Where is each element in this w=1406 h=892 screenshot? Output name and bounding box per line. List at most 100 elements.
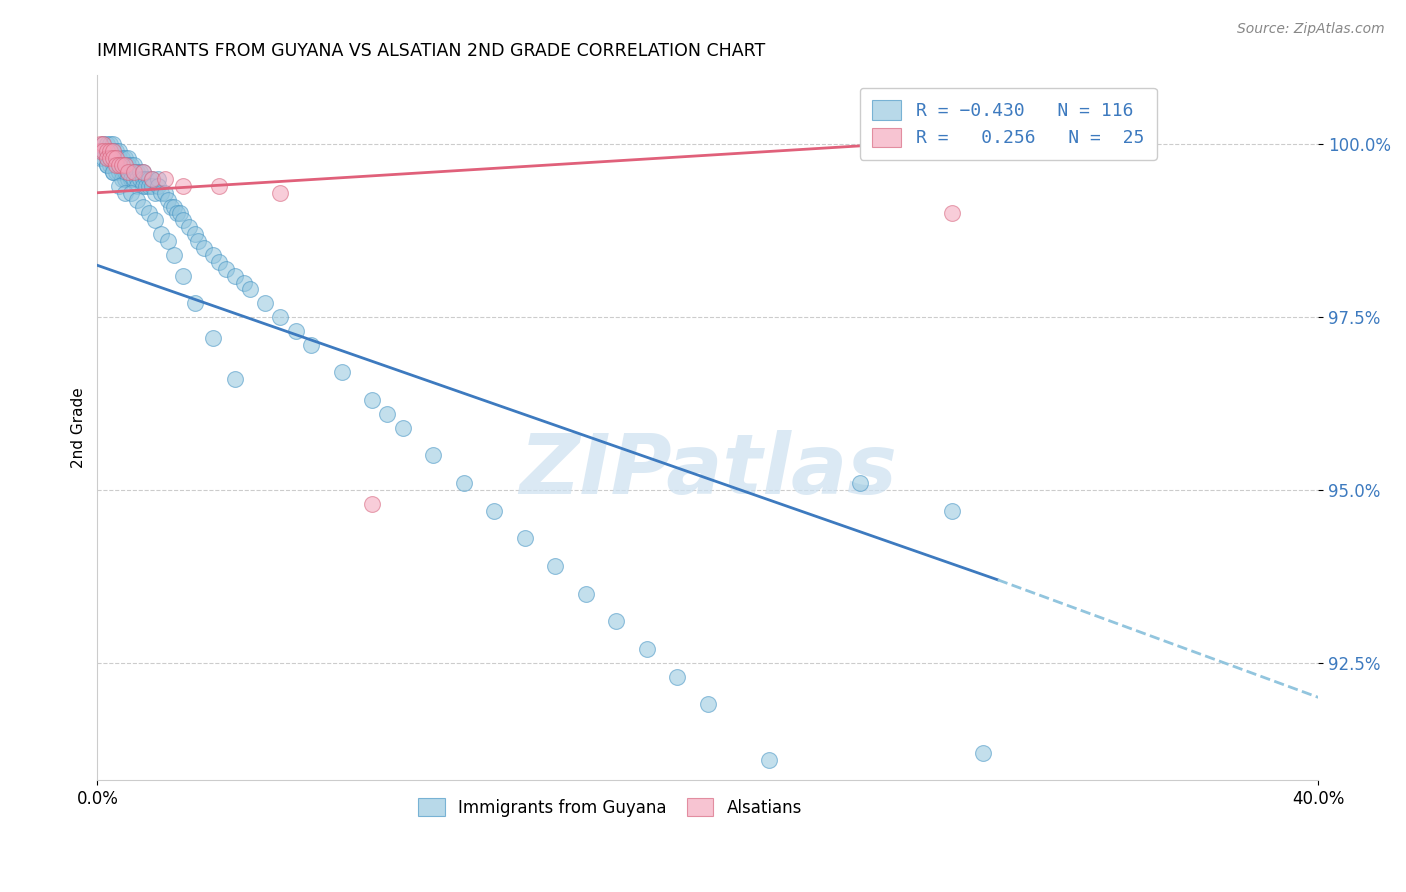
Point: [96, 151, 118, 165]
Point: [117, 151, 139, 165]
Point: [101, 137, 124, 152]
Point: [153, 172, 176, 186]
Point: [172, 178, 194, 193]
Point: [98, 158, 121, 172]
Point: [141, 172, 163, 186]
Point: [111, 172, 134, 186]
Point: [132, 172, 155, 186]
Point: [117, 165, 139, 179]
Point: [202, 331, 225, 345]
Point: [107, 158, 129, 172]
Point: [117, 165, 139, 179]
Point: [104, 151, 127, 165]
Point: [138, 172, 160, 186]
Point: [159, 200, 181, 214]
Point: [122, 172, 145, 186]
Point: [120, 165, 142, 179]
Point: [972, 746, 994, 760]
Point: [96, 158, 118, 172]
Point: [93, 145, 115, 159]
Point: [101, 165, 124, 179]
Point: [98, 151, 121, 165]
Text: ZIPatlas: ZIPatlas: [519, 430, 897, 510]
Point: [361, 497, 384, 511]
Point: [120, 172, 142, 186]
Point: [101, 165, 124, 179]
Point: [125, 178, 148, 193]
Point: [184, 227, 207, 242]
Point: [148, 178, 170, 193]
Point: [269, 310, 291, 325]
Point: [93, 137, 115, 152]
Point: [107, 151, 129, 165]
Point: [143, 213, 166, 227]
Point: [89, 145, 111, 159]
Point: [98, 151, 121, 165]
Point: [153, 186, 176, 200]
Point: [104, 158, 127, 172]
Point: [122, 165, 145, 179]
Point: [163, 248, 186, 262]
Point: [138, 178, 160, 193]
Point: [101, 158, 124, 172]
Point: [330, 366, 353, 380]
Point: [96, 151, 118, 165]
Point: [93, 137, 115, 152]
Point: [482, 504, 505, 518]
Point: [125, 193, 148, 207]
Point: [193, 241, 215, 255]
Point: [98, 145, 121, 159]
Point: [156, 193, 179, 207]
Point: [101, 145, 124, 159]
Point: [184, 296, 207, 310]
Point: [232, 276, 254, 290]
Point: [941, 504, 963, 518]
Point: [120, 186, 142, 200]
Point: [101, 145, 124, 159]
Point: [156, 234, 179, 248]
Point: [93, 145, 115, 159]
Point: [107, 178, 129, 193]
Point: [636, 642, 658, 657]
Point: [122, 158, 145, 172]
Point: [135, 178, 157, 193]
Point: [169, 206, 191, 220]
Point: [135, 172, 157, 186]
Point: [208, 255, 231, 269]
Point: [132, 200, 155, 214]
Point: [107, 165, 129, 179]
Point: [375, 407, 398, 421]
Point: [202, 248, 225, 262]
Point: [224, 268, 246, 283]
Legend: Immigrants from Guyana, Alsatians: Immigrants from Guyana, Alsatians: [411, 789, 810, 825]
Point: [299, 338, 322, 352]
Point: [849, 476, 872, 491]
Point: [172, 268, 194, 283]
Point: [120, 158, 142, 172]
Point: [150, 227, 173, 242]
Point: [544, 559, 567, 574]
Point: [150, 186, 173, 200]
Point: [391, 421, 413, 435]
Point: [125, 172, 148, 186]
Y-axis label: 2nd Grade: 2nd Grade: [72, 387, 86, 468]
Point: [125, 165, 148, 179]
Point: [224, 372, 246, 386]
Point: [89, 137, 111, 152]
Point: [111, 151, 134, 165]
Point: [117, 158, 139, 172]
Point: [254, 296, 277, 310]
Point: [114, 165, 136, 179]
Point: [101, 151, 124, 165]
Point: [148, 172, 170, 186]
Point: [114, 158, 136, 172]
Point: [422, 449, 444, 463]
Point: [98, 137, 121, 152]
Point: [132, 178, 155, 193]
Point: [114, 186, 136, 200]
Point: [107, 158, 129, 172]
Point: [93, 151, 115, 165]
Point: [111, 165, 134, 179]
Point: [132, 165, 155, 179]
Point: [129, 165, 152, 179]
